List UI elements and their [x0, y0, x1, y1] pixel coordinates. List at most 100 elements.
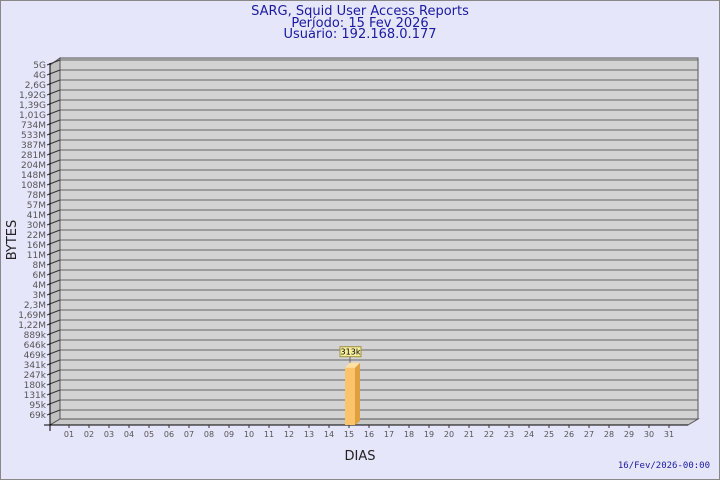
y-tick-label: 57M	[27, 201, 46, 211]
y-tick-label: 8M	[33, 261, 47, 271]
chart-period: Período: 15 Fev 2026	[291, 16, 429, 31]
x-tick-label: 21	[464, 430, 474, 439]
y-tick	[46, 209, 61, 216]
y-tick-label: 646k	[24, 341, 47, 351]
y-tick-label: 1,69M	[18, 311, 46, 321]
x-tick-label: 02	[84, 430, 94, 439]
x-axis-label: DIAS	[345, 449, 376, 464]
x-tick-label: 28	[604, 430, 614, 439]
y-tick-label: 1,39G	[19, 101, 46, 111]
y-tick-label: 30M	[27, 221, 46, 231]
x-tick-label: 15	[344, 430, 354, 439]
y-tick	[46, 309, 61, 316]
y-tick	[46, 219, 61, 226]
y-tick	[46, 349, 61, 356]
x-tick-label: 18	[404, 430, 414, 439]
y-tick-label: 69k	[29, 411, 46, 421]
x-tick-label: 30	[644, 430, 654, 439]
y-tick	[46, 199, 61, 206]
y-tick	[46, 159, 61, 166]
x-tick-label: 03	[104, 430, 114, 439]
x-tick-label: 01	[64, 430, 74, 439]
y-tick	[46, 409, 61, 416]
y-tick-label: 341k	[24, 361, 47, 371]
y-tick-label: 5G	[33, 61, 46, 71]
y-tick	[46, 69, 61, 76]
y-tick-label: 469k	[24, 351, 47, 361]
y-tick	[46, 389, 61, 396]
x-tick-label: 07	[184, 430, 194, 439]
y-tick	[46, 119, 61, 126]
x-tick-label: 31	[664, 430, 674, 439]
y-tick-label: 204M	[21, 161, 46, 171]
y-tick-label: 533M	[21, 131, 46, 141]
y-tick	[46, 359, 61, 366]
y-tick-label: 131k	[24, 391, 47, 401]
y-tick-label: 108M	[21, 181, 46, 191]
x-tick-label: 25	[544, 430, 554, 439]
x-tick-label: 14	[324, 430, 334, 439]
x-tick-label: 05	[144, 430, 154, 439]
bar-top	[345, 362, 360, 368]
x-tick-label: 13	[304, 430, 314, 439]
y-axis-label: BYTES	[5, 220, 20, 261]
x-tick-label: 22	[484, 430, 494, 439]
y-tick	[46, 339, 61, 346]
y-tick	[46, 89, 61, 96]
y-tick-label: 281M	[21, 151, 46, 161]
x-tick-label: 09	[224, 430, 234, 439]
x-tick-label: 17	[384, 430, 394, 439]
x-tick-label: 20	[444, 430, 454, 439]
y-tick	[46, 109, 61, 116]
y-tick	[46, 399, 61, 406]
y-tick-label: 1,01G	[19, 111, 46, 121]
bar	[345, 367, 355, 425]
x-tick-label: 29	[624, 430, 634, 439]
report-date: 16/Fev/2026-00:00	[617, 461, 710, 471]
y-tick-label: 148M	[21, 171, 46, 181]
chart-title: SARG, Squid User Access Reports	[251, 4, 469, 19]
y-tick-label: 2,3M	[24, 301, 46, 311]
y-tick	[46, 189, 61, 196]
y-tick-label: 78M	[27, 191, 46, 201]
x-tick-label: 10	[244, 430, 254, 439]
y-tick-label: 16M	[27, 241, 46, 251]
x-tick-label: 16	[364, 430, 374, 439]
x-tick-label: 12	[284, 430, 294, 439]
y-tick	[46, 279, 61, 286]
y-tick-label: 180k	[24, 381, 47, 391]
y-tick-label: 2,6G	[25, 81, 46, 91]
y-tick	[46, 329, 61, 336]
y-tick	[46, 139, 61, 146]
y-tick	[46, 299, 61, 306]
y-tick	[46, 79, 61, 86]
y-tick-label: 22M	[27, 231, 46, 241]
y-tick-label: 41M	[27, 211, 46, 221]
y-tick-label: 4G	[33, 71, 46, 81]
y-tick	[46, 149, 61, 156]
bar-side	[355, 362, 360, 425]
y-tick	[46, 269, 61, 276]
x-tick-label: 06	[164, 430, 174, 439]
x-tick-label: 11	[264, 430, 274, 439]
y-tick-label: 3M	[33, 291, 47, 301]
y-tick-label: 734M	[21, 121, 46, 131]
y-tick-label: 387M	[21, 141, 46, 151]
x-tick-label: 24	[524, 430, 534, 439]
x-tick-label: 19	[424, 430, 434, 439]
x-tick-label: 23	[504, 430, 514, 439]
y-tick	[46, 319, 61, 326]
y-tick-label: 247k	[24, 371, 47, 381]
data-label-box	[339, 346, 362, 358]
y-tick-label: 1,92G	[19, 91, 46, 101]
y-tick	[46, 259, 61, 266]
chart-user: Usuário: 192.168.0.177	[283, 27, 437, 42]
y-tick	[46, 229, 61, 236]
y-tick	[46, 129, 61, 136]
x-tick-label: 04	[124, 430, 134, 439]
x-tick-label: 08	[204, 430, 214, 439]
y-tick	[46, 99, 61, 106]
floor	[48, 418, 700, 426]
plot-background	[59, 57, 699, 420]
